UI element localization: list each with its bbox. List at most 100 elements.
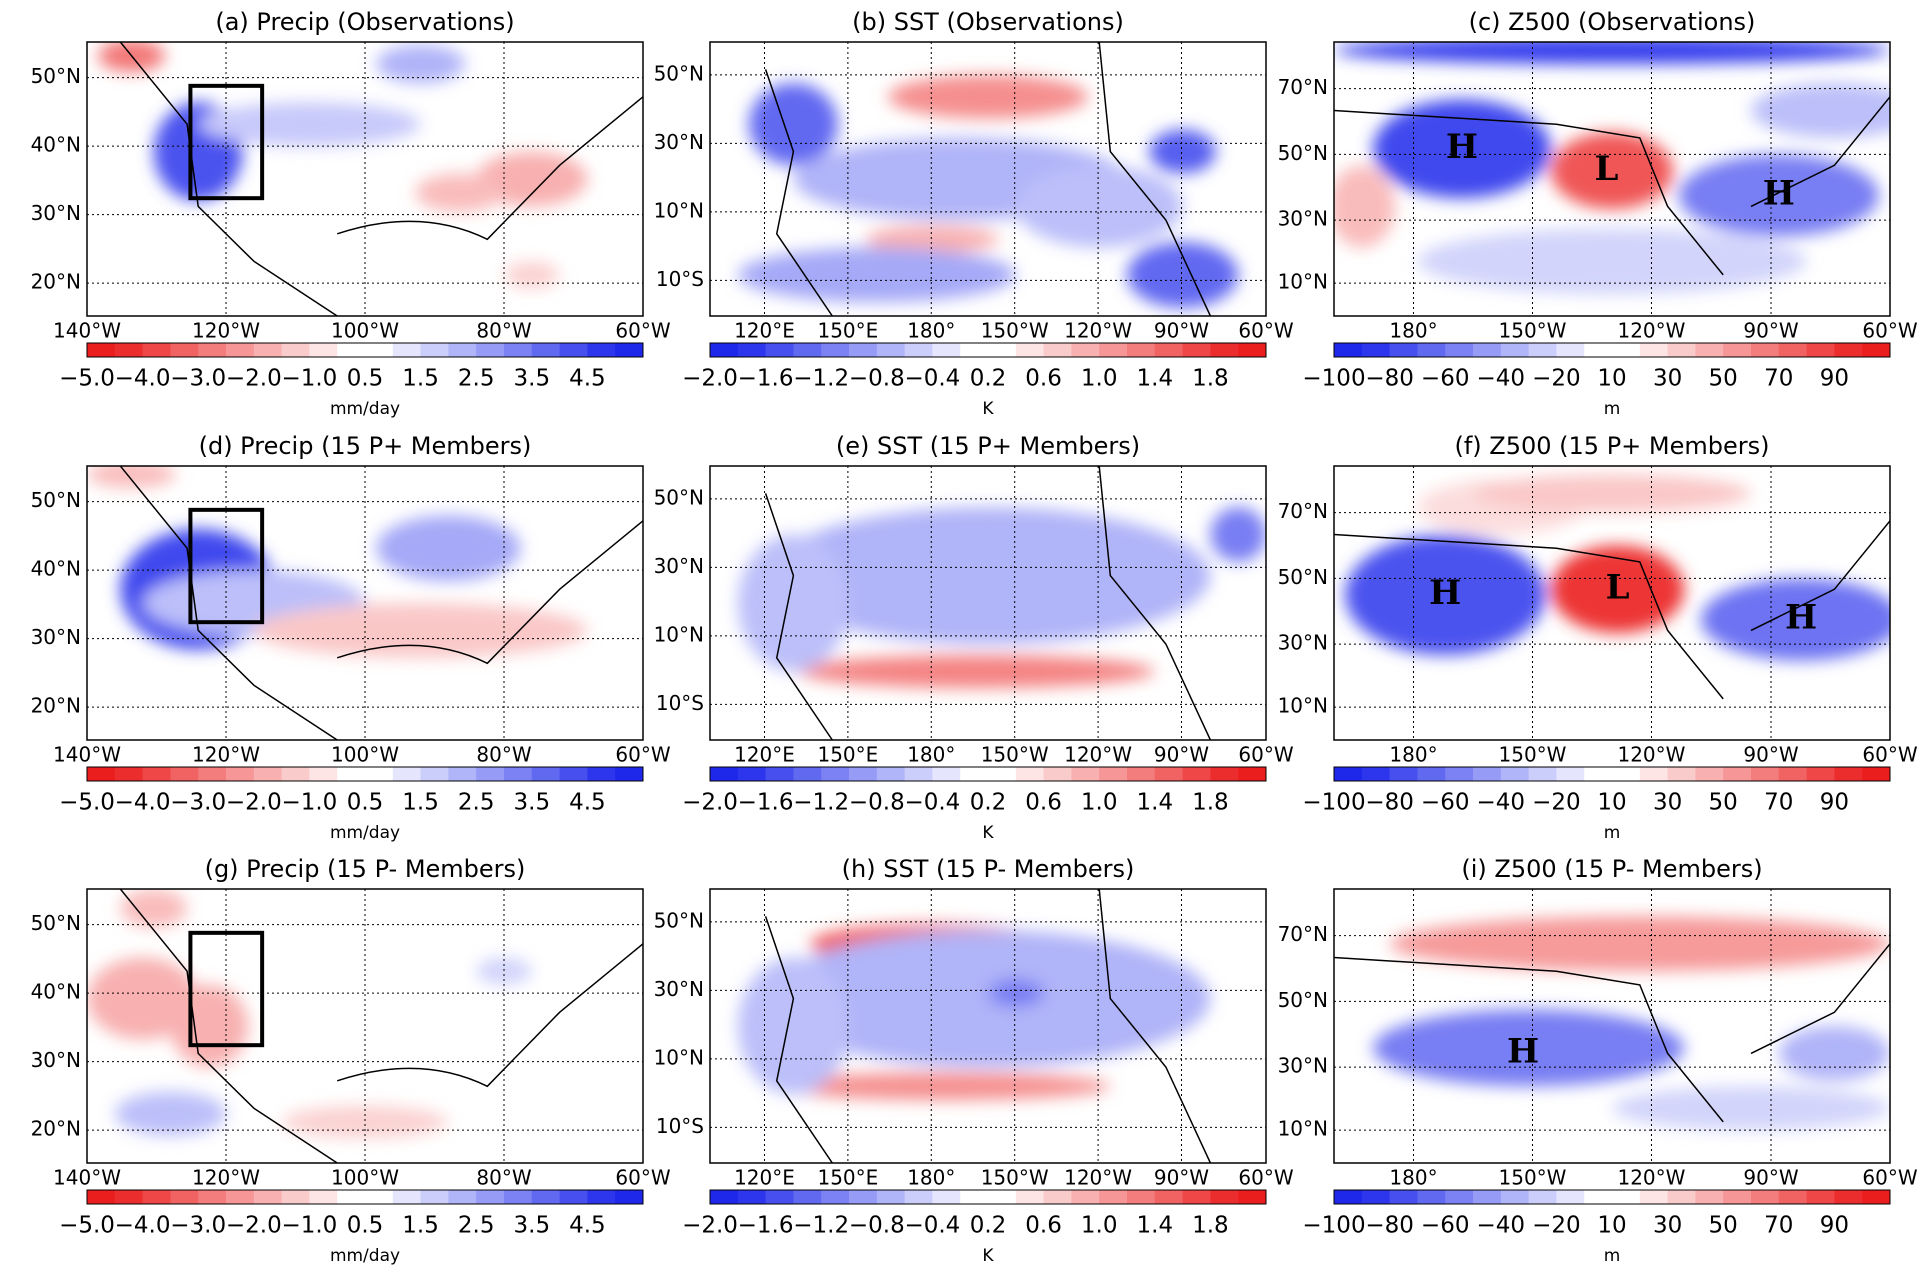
y-tick-label: 30°N [1278,631,1328,655]
colorbar-segment [142,767,171,781]
colorbar-segment [1500,767,1530,781]
colorbar-tick-label: −3.0 [170,366,226,392]
anomaly-region [1372,99,1551,199]
anomaly-region [415,173,504,212]
colorbar-segment [1695,767,1724,781]
colorbar-segment [1071,343,1100,357]
colorbar-segment [1723,1190,1752,1204]
colorbar-segment [1473,343,1502,357]
colorbar-segment [710,1190,739,1204]
colorbar-tick-label: −1.2 [793,790,849,816]
colorbar-label: K [982,1246,994,1266]
x-tick-label: 60°W [1862,1166,1917,1190]
map-frame [709,41,1267,317]
x-tick-label: 120°E [734,1166,795,1190]
colorbar-tick-label: 90 [1820,790,1849,816]
colorbar-tick-label: 0.5 [347,366,384,392]
colorbar-tick-label: −60 [1421,790,1470,816]
colorbar-segment [1667,1190,1696,1204]
x-tick-label: 180° [1389,743,1437,767]
panel-title: (i) Z500 (15 P- Members) [1461,855,1762,883]
pressure-center-label: L [1594,149,1618,189]
x-tick-label: 120°W [1064,1166,1132,1190]
colorbar-segment [420,1190,449,1204]
colorbar-segment [849,1190,878,1204]
x-tick-label: 100°W [331,743,399,767]
colorbar-segment [1695,1190,1724,1204]
colorbar-tick-label: −3.0 [170,1213,226,1239]
colorbar-segment [932,767,961,781]
anomaly-region [1345,534,1546,656]
x-tick-label: 90°W [1154,1166,1209,1190]
colorbar-segment [1500,343,1530,357]
colorbar-segment [710,343,739,357]
colorbar-segment [1723,343,1752,357]
colorbar-segment [1445,767,1474,781]
colorbar-segment [1154,1190,1184,1204]
colorbar-tick-label: 70 [1764,1213,1793,1239]
colorbar-segment [737,767,767,781]
colorbar-tick-label: 50 [1709,366,1738,392]
colorbar-segment [198,1190,227,1204]
colorbar-segment [821,343,850,357]
colorbar-frame [709,766,1267,782]
colorbar-segment [1778,1190,1808,1204]
colorbar-segment [1500,1190,1530,1204]
colorbar-tick-label: −2.0 [226,366,282,392]
colorbar-tick-label: 1.4 [1137,1213,1174,1239]
colorbar-segment [309,1190,338,1204]
colorbar-tick-label: −2.0 [226,790,282,816]
colorbar-segment [448,767,477,781]
colorbar-segment [170,343,199,357]
panel: (c) Z500 (Observations) H L H 180° 150°W 120°W… [1278,8,1918,419]
colorbar-segment [1043,767,1072,781]
colorbar-segment [114,1190,144,1204]
pressure-center-label: H [1507,1031,1539,1071]
x-tick-label: 180° [907,743,955,767]
colorbar-segment [1417,1190,1446,1204]
colorbar-segment [253,343,283,357]
colorbar-segment [1528,343,1557,357]
colorbar-tick-label: −4.0 [115,1213,171,1239]
colorbar-segment [309,767,338,781]
colorbar-segment [1361,767,1391,781]
colorbar-tick-label: 90 [1820,1213,1849,1239]
y-tick-label: 20°N [31,270,81,294]
colorbar-segment [114,767,144,781]
colorbar-segment [1389,343,1418,357]
colorbar-tick-label: 0.2 [970,1213,1007,1239]
colorbar-tick-label: 50 [1709,790,1738,816]
colorbar-segment [1639,343,1669,357]
colorbar-segment [198,343,227,357]
x-tick-label: 150°W [1499,1166,1567,1190]
x-tick-label: 180° [1389,319,1437,343]
colorbar-segment [170,767,199,781]
colorbar-segment [114,343,144,357]
colorbar-tick-label: −20 [1532,366,1581,392]
colorbar-tick-label: −20 [1532,790,1581,816]
colorbar-segment [87,1190,116,1204]
y-tick-label: 50°N [1278,988,1328,1012]
pressure-center-label: H [1763,173,1795,213]
colorbar-tick-label: −5.0 [59,366,115,392]
colorbar-tick-label: −1.0 [281,1213,337,1239]
colorbar-frame [1333,342,1891,358]
colorbar-tick-label: 1.5 [402,1213,439,1239]
colorbar-tick-label: 0.2 [970,790,1007,816]
colorbar-segment [587,767,616,781]
y-tick-label: 30°N [31,625,81,649]
anomaly-region [120,889,188,928]
y-tick-label: 70°N [1278,75,1328,99]
colorbar-segment [1361,1190,1391,1204]
colorbar-segment [531,767,561,781]
colorbar-segment [476,343,505,357]
panel-title: (d) Precip (15 P+ Members) [199,432,532,460]
anomaly-region [476,957,532,985]
colorbar-segment [365,1190,394,1204]
colorbar-frame [709,342,1267,358]
colorbar-tick-label: 4.5 [569,366,606,392]
colorbar-frame [86,1189,644,1205]
colorbar-segment [1099,767,1128,781]
colorbar-segment [226,343,255,357]
